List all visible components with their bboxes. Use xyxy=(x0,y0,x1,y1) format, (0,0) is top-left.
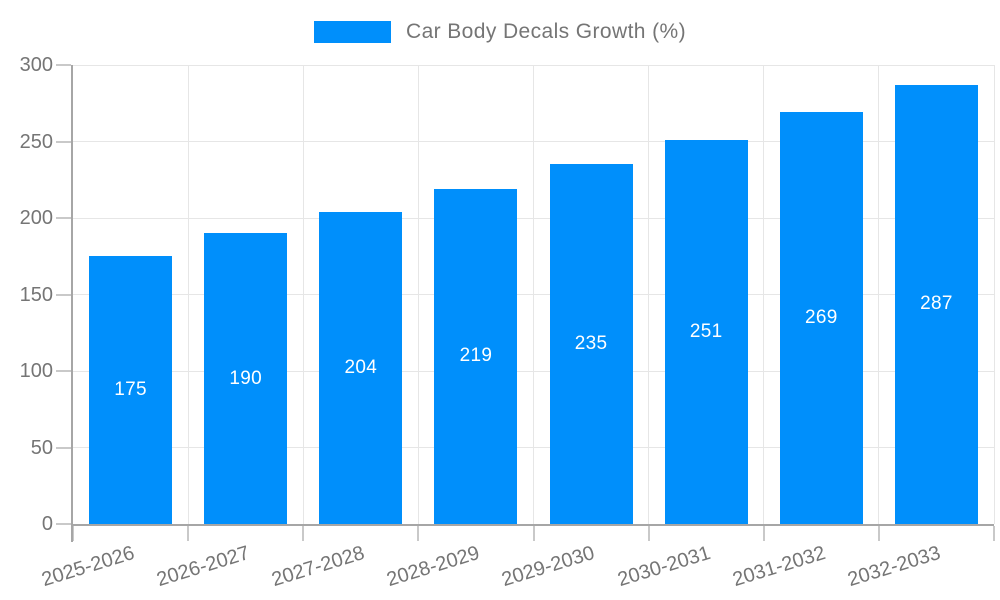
y-axis-tick xyxy=(56,370,71,372)
y-axis-tick xyxy=(56,217,71,219)
legend-series-label: Car Body Decals Growth (%) xyxy=(406,20,686,43)
x-axis-tick xyxy=(993,526,995,541)
plot-area: 0 50 100 150 200 250 300 175 2025-2026 190 2026-20… xyxy=(20,54,995,591)
vertical-gridline xyxy=(187,65,189,524)
x-axis-category-label: 2030-2031 xyxy=(614,542,713,592)
chart-legend[interactable]: Car Body Decals Growth (%) xyxy=(0,20,1000,44)
bar-value-label: 219 xyxy=(459,345,493,367)
bar-2025-2026[interactable]: 175 xyxy=(89,256,173,524)
y-axis-line xyxy=(71,65,73,542)
bar-value-label: 190 xyxy=(229,367,262,389)
y-axis-tick-label: 250 xyxy=(19,130,53,153)
bar-value-label: 287 xyxy=(920,293,953,315)
bar-value-label: 175 xyxy=(114,379,147,401)
x-axis-tick xyxy=(417,526,420,541)
y-axis-tick-label: 100 xyxy=(19,360,53,382)
x-axis-category-label: 2029-2030 xyxy=(499,542,598,592)
y-axis-tick-label: 50 xyxy=(30,436,53,459)
x-axis-category-label: 2025-2026 xyxy=(39,542,137,592)
y-axis-tick xyxy=(56,64,71,66)
vertical-gridline xyxy=(878,65,880,524)
vertical-gridline xyxy=(763,65,765,524)
bar-value-label: 204 xyxy=(344,356,378,378)
y-axis-tick xyxy=(56,446,71,449)
vertical-gridline xyxy=(302,65,304,524)
bar-2026-2027[interactable]: 190 xyxy=(204,233,288,524)
vertical-gridline xyxy=(993,65,995,524)
bar-2030-2031[interactable]: 251 xyxy=(664,139,748,524)
bar-2029-2030[interactable]: 235 xyxy=(549,164,633,524)
y-axis-tick xyxy=(56,140,71,143)
x-axis-category-label: 2032-2033 xyxy=(844,542,943,592)
x-axis-tick xyxy=(762,526,765,541)
y-axis-tick-label: 200 xyxy=(19,207,53,229)
y-axis-tick-label: 150 xyxy=(19,283,53,306)
bar-value-label: 269 xyxy=(805,307,838,329)
bar-2031-2032[interactable]: 269 xyxy=(779,112,863,524)
y-axis-tick-label: 300 xyxy=(19,54,53,76)
x-axis-line xyxy=(71,524,994,526)
x-axis-tick xyxy=(187,526,190,541)
bar-value-label: 251 xyxy=(689,320,723,342)
vertical-gridline xyxy=(533,65,534,524)
x-axis-tick xyxy=(302,526,305,541)
vertical-gridline xyxy=(648,65,650,524)
x-axis-category-label: 2028-2029 xyxy=(384,542,483,592)
y-axis-tick xyxy=(56,293,71,296)
x-axis-tick xyxy=(647,526,650,541)
y-axis-tick xyxy=(56,523,71,525)
bar-value-label: 235 xyxy=(574,333,608,355)
x-axis-category-label: 2026-2027 xyxy=(154,542,253,592)
x-axis-category-label: 2031-2032 xyxy=(729,542,828,592)
x-axis-category-label: 2027-2028 xyxy=(269,542,368,592)
bar-2032-2033[interactable]: 287 xyxy=(894,84,978,524)
legend-color-swatch xyxy=(314,21,391,43)
x-axis-tick xyxy=(877,526,880,541)
x-axis-tick xyxy=(72,526,74,541)
y-axis-tick-label: 0 xyxy=(41,513,53,535)
bar-2028-2029[interactable]: 219 xyxy=(434,188,518,524)
bar-2027-2028[interactable]: 204 xyxy=(319,211,403,524)
vertical-gridline xyxy=(417,65,419,524)
x-axis-tick xyxy=(532,526,535,541)
